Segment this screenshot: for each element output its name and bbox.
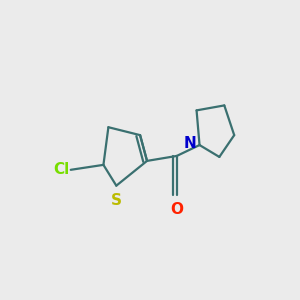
Text: S: S [111,193,122,208]
Text: O: O [170,202,183,217]
Text: N: N [184,136,197,151]
Text: Cl: Cl [53,162,69,177]
